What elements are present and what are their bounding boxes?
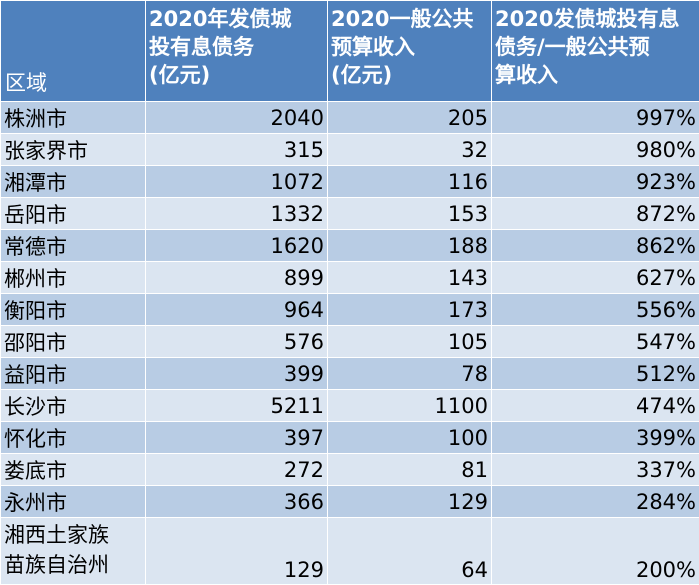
cell-revenue: 64	[328, 518, 492, 585]
cell-region: 怀化市	[1, 422, 146, 454]
cell-debt: 366	[146, 486, 328, 518]
cell-revenue: 100	[328, 422, 492, 454]
table-row: 怀化市 397 100 399%	[1, 422, 699, 454]
cell-ratio: 512%	[492, 358, 699, 390]
cell-region-line: 苗族自治州	[4, 550, 145, 580]
cell-debt: 5211	[146, 390, 328, 422]
cell-revenue: 143	[328, 262, 492, 294]
cell-ratio: 872%	[492, 198, 699, 230]
header-row: 区域 2020年发债城 投有息债务 (亿元) 2020一般公共 预算收入 (亿元…	[1, 1, 699, 102]
header-debt-line: 2020年发债城	[149, 5, 327, 33]
cell-debt: 576	[146, 326, 328, 358]
cell-region: 益阳市	[1, 358, 146, 390]
header-debt: 2020年发债城 投有息债务 (亿元)	[146, 1, 328, 102]
cell-revenue: 173	[328, 294, 492, 326]
table-row: 邵阳市 576 105 547%	[1, 326, 699, 358]
cell-debt: 899	[146, 262, 328, 294]
cell-ratio: 284%	[492, 486, 699, 518]
cell-revenue: 153	[328, 198, 492, 230]
cell-debt: 129	[146, 518, 328, 585]
header-ratio-line: 2020发债城投有息	[495, 5, 699, 33]
cell-debt: 272	[146, 454, 328, 486]
cell-debt: 315	[146, 134, 328, 166]
header-debt-line: (亿元)	[149, 61, 327, 89]
table-row: 郴州市 899 143 627%	[1, 262, 699, 294]
cell-revenue: 116	[328, 166, 492, 198]
table-row: 湘西土家族 苗族自治州 129 64 200%	[1, 518, 699, 585]
cell-revenue: 78	[328, 358, 492, 390]
table-row: 湘潭市 1072 116 923%	[1, 166, 699, 198]
cell-region: 岳阳市	[1, 198, 146, 230]
header-revenue-line: 2020一般公共	[331, 5, 491, 33]
table-row: 衡阳市 964 173 556%	[1, 294, 699, 326]
cell-ratio: 627%	[492, 262, 699, 294]
cell-region: 张家界市	[1, 134, 146, 166]
cell-region: 永州市	[1, 486, 146, 518]
cell-ratio: 200%	[492, 518, 699, 585]
cell-region: 湘潭市	[1, 166, 146, 198]
cell-ratio: 923%	[492, 166, 699, 198]
cell-debt: 397	[146, 422, 328, 454]
header-debt-line: 投有息债务	[149, 33, 327, 61]
table-row: 岳阳市 1332 153 872%	[1, 198, 699, 230]
cell-region: 长沙市	[1, 390, 146, 422]
cell-ratio: 337%	[492, 454, 699, 486]
table-row: 娄底市 272 81 337%	[1, 454, 699, 486]
cell-debt: 1620	[146, 230, 328, 262]
cell-region: 邵阳市	[1, 326, 146, 358]
cell-ratio: 547%	[492, 326, 699, 358]
cell-region: 衡阳市	[1, 294, 146, 326]
cell-revenue: 188	[328, 230, 492, 262]
cell-ratio: 980%	[492, 134, 699, 166]
table-row: 益阳市 399 78 512%	[1, 358, 699, 390]
cell-ratio: 862%	[492, 230, 699, 262]
cell-region: 株洲市	[1, 102, 146, 134]
header-ratio: 2020发债城投有息 债务/一般公共预 算收入	[492, 1, 699, 102]
table-row: 长沙市 5211 1100 474%	[1, 390, 699, 422]
cell-region: 郴州市	[1, 262, 146, 294]
cell-ratio: 997%	[492, 102, 699, 134]
header-ratio-line: 债务/一般公共预	[495, 33, 699, 61]
cell-revenue: 105	[328, 326, 492, 358]
cell-region: 常德市	[1, 230, 146, 262]
cell-revenue: 81	[328, 454, 492, 486]
cell-debt: 1332	[146, 198, 328, 230]
cell-region: 湘西土家族 苗族自治州	[1, 518, 146, 585]
table-row: 常德市 1620 188 862%	[1, 230, 699, 262]
header-ratio-line: 算收入	[495, 61, 699, 89]
cell-debt: 2040	[146, 102, 328, 134]
table-row: 株洲市 2040 205 997%	[1, 102, 699, 134]
cell-region: 娄底市	[1, 454, 146, 486]
header-revenue: 2020一般公共 预算收入 (亿元)	[328, 1, 492, 102]
cell-debt: 1072	[146, 166, 328, 198]
cell-ratio: 399%	[492, 422, 699, 454]
cell-debt: 964	[146, 294, 328, 326]
header-revenue-line: 预算收入	[331, 33, 491, 61]
table-row: 永州市 366 129 284%	[1, 486, 699, 518]
cell-revenue: 129	[328, 486, 492, 518]
header-region: 区域	[1, 1, 146, 102]
cell-debt: 399	[146, 358, 328, 390]
cell-region-line: 湘西土家族	[4, 520, 145, 550]
table-row: 张家界市 315 32 980%	[1, 134, 699, 166]
cell-ratio: 474%	[492, 390, 699, 422]
cell-ratio: 556%	[492, 294, 699, 326]
cell-revenue: 1100	[328, 390, 492, 422]
cell-revenue: 32	[328, 134, 492, 166]
cell-revenue: 205	[328, 102, 492, 134]
header-revenue-line: (亿元)	[331, 61, 491, 89]
